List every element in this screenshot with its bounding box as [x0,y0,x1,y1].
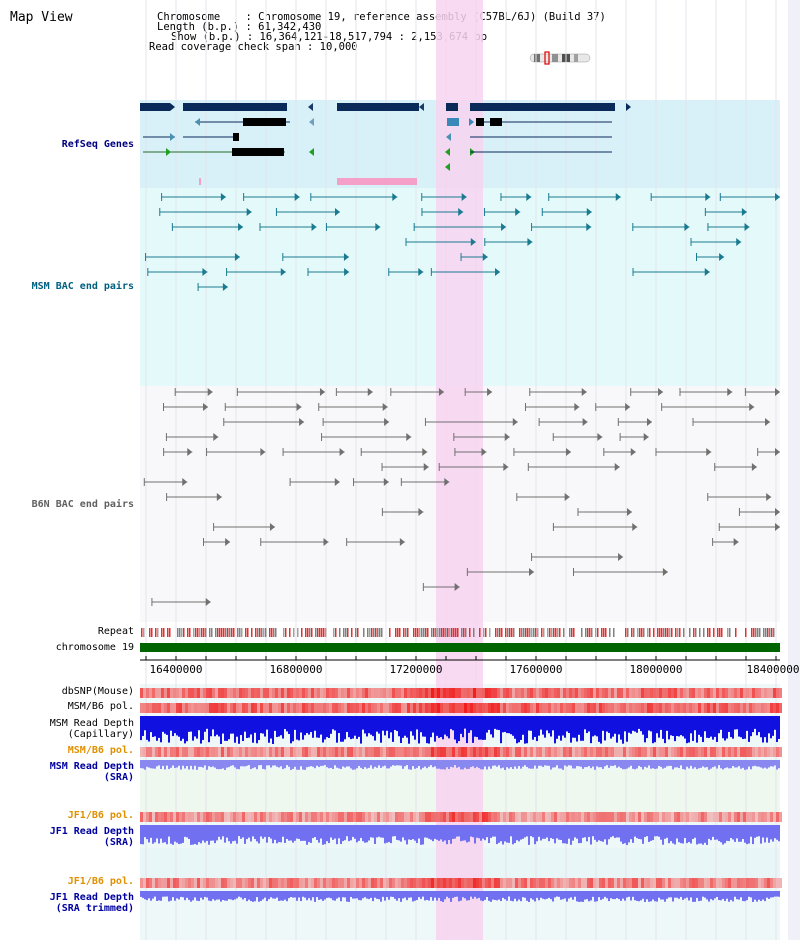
axis-ticks [145,656,777,660]
msm-b6-pol-heat-track-2 [140,747,782,757]
refseq-genes[interactable] [140,103,631,185]
track-label-jf1-pol-1[interactable]: JF1/B6 pol. [67,810,134,821]
track-label-msm-depth-cap[interactable]: MSM Read Depth (Capillary) [49,718,134,740]
b6n-bac-end-pairs[interactable] [143,388,780,606]
track-label-msm-bac[interactable]: MSM BAC end pairs [31,281,134,292]
chromosome-bar [140,643,780,652]
track-label-jf1-pol-2[interactable]: JF1/B6 pol. [67,876,134,887]
highlight-region [436,0,483,940]
axis-tick-label: 18400000 [746,663,800,676]
chromosome-ideogram[interactable] [528,51,592,65]
axis-tick-label: 16400000 [149,663,203,676]
repeat-track [141,628,775,637]
track-label-dbsnp[interactable]: dbSNP(Mouse) [61,686,134,697]
axis-tick-label: 18000000 [629,663,683,676]
track-label-b6n-bac[interactable]: B6N BAC end pairs [31,499,134,510]
track-label-msm-pol-2[interactable]: MSM/B6 pol. [67,745,134,756]
msm-b6-pol-heat-track [140,703,782,713]
track-label-msm-depth-sra[interactable]: MSM Read Depth (SRA) [49,761,134,783]
track-label-jf1-depth-sra[interactable]: JF1 Read Depth (SRA) [49,826,134,848]
track-label-refseq[interactable]: RefSeq Genes [61,139,134,150]
jf1-b6-pol-heat-track-2 [140,878,782,888]
msm-depth-capillary-track [140,716,780,744]
msm-bac-end-pairs[interactable] [145,193,780,291]
track-label-msm-pol-1[interactable]: MSM/B6 pol. [67,701,134,712]
dbsnp-heat-track [140,688,782,698]
jf1-depth-trimmed-track [140,891,780,902]
axis-tick-label: 17200000 [389,663,443,676]
jf1-b6-pol-heat-track [140,812,782,822]
page-title: Map View [10,10,73,25]
track-label-chromosome: chromosome 19 [55,642,134,653]
jf1-depth-sra-track [140,825,780,845]
track-label-jf1-depth-trim[interactable]: JF1 Read Depth (SRA trimmed) [49,892,134,914]
msm-depth-sra-track [140,760,780,770]
track-label-repeat: Repeat [97,626,134,637]
right-scrollbar[interactable] [788,0,800,940]
axis-tick-label: 17600000 [509,663,563,676]
axis-tick-label: 16800000 [269,663,323,676]
